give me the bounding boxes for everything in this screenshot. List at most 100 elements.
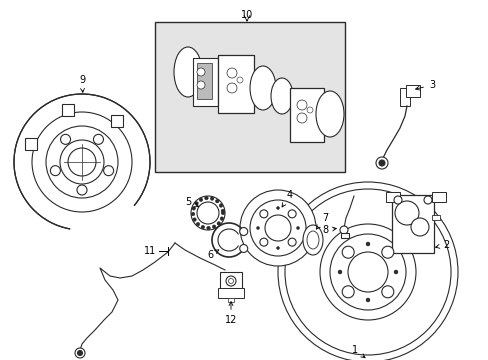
- Circle shape: [296, 100, 306, 110]
- Circle shape: [212, 225, 216, 229]
- Bar: [110, 114, 122, 127]
- Bar: [391, 195, 433, 253]
- Circle shape: [264, 215, 290, 241]
- Circle shape: [32, 112, 132, 212]
- Circle shape: [215, 199, 219, 203]
- Circle shape: [239, 228, 247, 235]
- Circle shape: [192, 207, 195, 210]
- Bar: [220, 272, 242, 290]
- Text: 10: 10: [241, 10, 253, 20]
- Circle shape: [393, 196, 401, 204]
- Circle shape: [77, 351, 82, 356]
- Circle shape: [381, 246, 393, 258]
- Text: 8: 8: [321, 225, 336, 235]
- Ellipse shape: [249, 66, 275, 110]
- Text: 11: 11: [143, 246, 156, 256]
- Bar: [62, 104, 74, 116]
- Bar: [431, 192, 445, 202]
- Text: 2: 2: [435, 240, 448, 250]
- Circle shape: [287, 238, 296, 246]
- Circle shape: [50, 166, 60, 176]
- Circle shape: [197, 81, 204, 89]
- Circle shape: [61, 134, 70, 144]
- Circle shape: [375, 157, 387, 169]
- Circle shape: [226, 83, 237, 93]
- Circle shape: [394, 201, 418, 225]
- Ellipse shape: [303, 225, 323, 255]
- Circle shape: [77, 185, 87, 195]
- Bar: [289, 88, 324, 142]
- Circle shape: [378, 160, 384, 166]
- Circle shape: [221, 209, 224, 213]
- Bar: [399, 88, 409, 106]
- Circle shape: [240, 190, 315, 266]
- Circle shape: [191, 196, 224, 230]
- Circle shape: [259, 238, 267, 246]
- Text: 12: 12: [224, 302, 237, 325]
- Circle shape: [423, 196, 431, 204]
- Bar: [193, 58, 218, 106]
- Circle shape: [306, 107, 312, 113]
- Circle shape: [68, 148, 96, 176]
- Circle shape: [259, 210, 267, 218]
- Circle shape: [196, 222, 200, 226]
- Circle shape: [365, 298, 369, 302]
- Circle shape: [239, 244, 247, 252]
- Circle shape: [319, 224, 415, 320]
- Circle shape: [226, 68, 237, 78]
- Circle shape: [256, 226, 259, 230]
- Circle shape: [276, 247, 279, 249]
- Ellipse shape: [174, 47, 202, 97]
- Circle shape: [191, 212, 194, 216]
- Circle shape: [60, 140, 104, 184]
- Circle shape: [381, 286, 393, 298]
- Wedge shape: [12, 92, 152, 231]
- Ellipse shape: [270, 78, 292, 114]
- Bar: [218, 55, 253, 113]
- Circle shape: [219, 204, 223, 207]
- Circle shape: [221, 211, 224, 215]
- Circle shape: [329, 234, 405, 310]
- Text: 6: 6: [206, 250, 218, 260]
- Bar: [25, 138, 37, 149]
- Text: 7: 7: [316, 213, 327, 229]
- Circle shape: [339, 226, 347, 234]
- Circle shape: [217, 222, 220, 225]
- Text: 4: 4: [282, 190, 292, 207]
- Circle shape: [197, 202, 219, 224]
- Circle shape: [228, 279, 233, 284]
- Circle shape: [220, 217, 223, 220]
- Circle shape: [201, 225, 204, 229]
- Circle shape: [197, 68, 204, 76]
- Circle shape: [276, 207, 279, 210]
- Bar: [340, 233, 348, 238]
- Bar: [197, 63, 212, 99]
- Circle shape: [337, 270, 341, 274]
- Text: 5: 5: [184, 197, 198, 207]
- Bar: [431, 215, 439, 220]
- Circle shape: [342, 286, 353, 298]
- Circle shape: [342, 246, 353, 258]
- Circle shape: [296, 226, 299, 230]
- Circle shape: [249, 200, 305, 256]
- Bar: [218, 288, 244, 298]
- Circle shape: [194, 202, 198, 205]
- Circle shape: [237, 77, 243, 83]
- Circle shape: [410, 218, 428, 236]
- Circle shape: [204, 196, 208, 200]
- Text: 3: 3: [415, 80, 434, 90]
- Circle shape: [278, 182, 457, 360]
- Circle shape: [347, 252, 387, 292]
- Circle shape: [287, 210, 296, 218]
- Text: 1: 1: [351, 345, 365, 358]
- Circle shape: [210, 197, 213, 201]
- Bar: [155, 22, 345, 172]
- Circle shape: [75, 348, 85, 358]
- Circle shape: [365, 242, 369, 246]
- Circle shape: [93, 134, 103, 144]
- Circle shape: [199, 198, 203, 202]
- Ellipse shape: [306, 231, 318, 249]
- Bar: [227, 298, 234, 302]
- Circle shape: [296, 113, 306, 123]
- Circle shape: [192, 218, 196, 221]
